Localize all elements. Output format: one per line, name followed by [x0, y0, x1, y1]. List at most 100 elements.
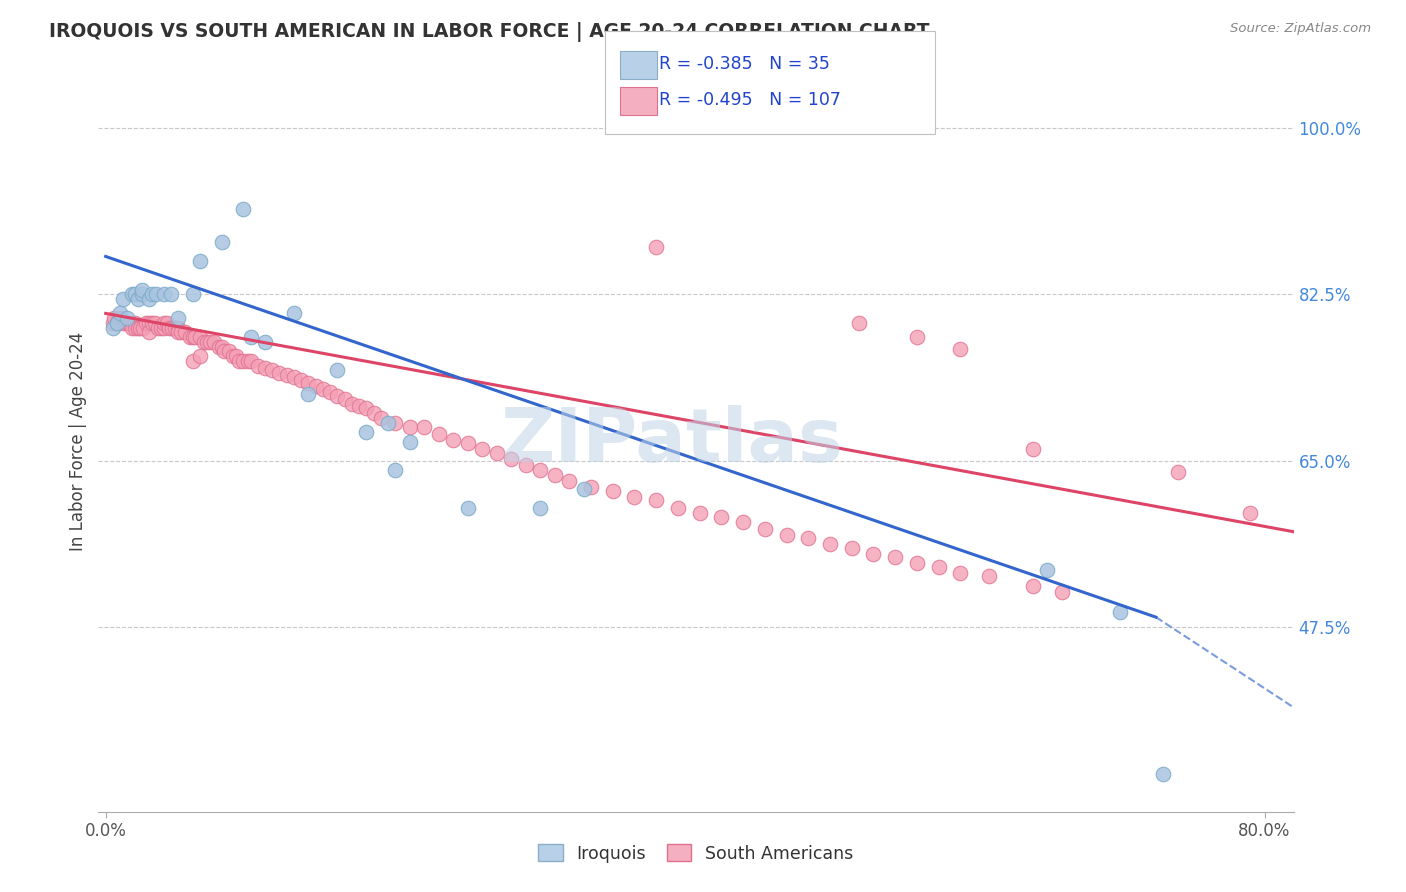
Point	[236, 354, 259, 368]
Point	[105, 316, 128, 330]
Point	[841, 541, 863, 555]
Point	[138, 316, 160, 330]
Text: ZIPatlas: ZIPatlas	[501, 405, 844, 478]
Point	[101, 320, 124, 334]
Point	[645, 240, 668, 254]
Point	[356, 425, 378, 439]
Legend: Iroquois, South Americans: Iroquois, South Americans	[531, 838, 860, 870]
Point	[253, 360, 276, 375]
Point	[193, 334, 215, 349]
Point	[529, 500, 551, 515]
Point	[222, 349, 245, 363]
Text: IROQUOIS VS SOUTH AMERICAN IN LABOR FORCE | AGE 20-24 CORRELATION CHART: IROQUOIS VS SOUTH AMERICAN IN LABOR FORC…	[49, 22, 929, 42]
Point	[124, 316, 146, 330]
Point	[127, 320, 149, 334]
Point	[211, 340, 233, 354]
Point	[884, 550, 907, 565]
Point	[1108, 606, 1130, 620]
Point	[312, 382, 335, 396]
Point	[689, 506, 711, 520]
Point	[167, 320, 190, 334]
Point	[797, 532, 820, 546]
Point	[138, 292, 160, 306]
Point	[181, 330, 204, 344]
Point	[162, 320, 184, 334]
Point	[131, 283, 153, 297]
Point	[305, 379, 328, 393]
Point	[184, 330, 207, 344]
Point	[105, 316, 128, 330]
Point	[179, 330, 201, 344]
Point	[132, 320, 155, 334]
Point	[399, 420, 422, 434]
Point	[572, 482, 595, 496]
Point	[195, 334, 218, 349]
Point	[135, 316, 157, 330]
Point	[208, 340, 231, 354]
Point	[174, 326, 197, 340]
Point	[167, 311, 190, 326]
Point	[515, 458, 537, 473]
Point	[710, 510, 733, 524]
Point	[457, 500, 479, 515]
Point	[544, 467, 567, 482]
Point	[1036, 563, 1059, 577]
Point	[124, 320, 146, 334]
Point	[157, 320, 180, 334]
Point	[181, 354, 204, 368]
Point	[138, 326, 160, 340]
Point	[754, 522, 776, 536]
Point	[124, 287, 146, 301]
Point	[333, 392, 356, 406]
Point	[170, 326, 193, 340]
Point	[905, 556, 928, 570]
Point	[775, 527, 797, 541]
Point	[160, 287, 183, 301]
Point	[731, 515, 754, 529]
Point	[152, 287, 174, 301]
Point	[290, 373, 312, 387]
Point	[115, 316, 138, 330]
Point	[1022, 442, 1045, 457]
Point	[146, 320, 169, 334]
Point	[848, 316, 870, 330]
Point	[529, 463, 551, 477]
Point	[283, 306, 305, 320]
Point	[862, 547, 884, 561]
Point	[232, 354, 254, 368]
Point	[326, 363, 349, 377]
Point	[198, 334, 221, 349]
Point	[558, 475, 581, 489]
Point	[413, 420, 436, 434]
Point	[623, 490, 645, 504]
Point	[141, 287, 163, 301]
Point	[152, 320, 174, 334]
Point	[319, 385, 342, 400]
Point	[127, 292, 149, 306]
Text: R = -0.495   N = 107: R = -0.495 N = 107	[659, 91, 841, 109]
Point	[108, 311, 131, 326]
Point	[928, 559, 950, 574]
Point	[165, 320, 187, 334]
Point	[276, 368, 298, 383]
Point	[1167, 465, 1189, 479]
Point	[188, 330, 211, 344]
Point	[101, 316, 124, 330]
Point	[239, 354, 262, 368]
Point	[297, 387, 319, 401]
Point	[211, 235, 233, 250]
Point	[253, 334, 276, 349]
Point	[427, 426, 450, 441]
Point	[246, 359, 269, 373]
Point	[218, 344, 240, 359]
Point	[363, 406, 385, 420]
Point	[262, 363, 284, 377]
Point	[228, 354, 250, 368]
Point	[1239, 506, 1261, 520]
Point	[202, 334, 225, 349]
Point	[666, 500, 689, 515]
Point	[112, 292, 135, 306]
Point	[399, 434, 422, 449]
Point	[579, 480, 602, 494]
Y-axis label: In Labor Force | Age 20-24: In Labor Force | Age 20-24	[69, 332, 87, 551]
